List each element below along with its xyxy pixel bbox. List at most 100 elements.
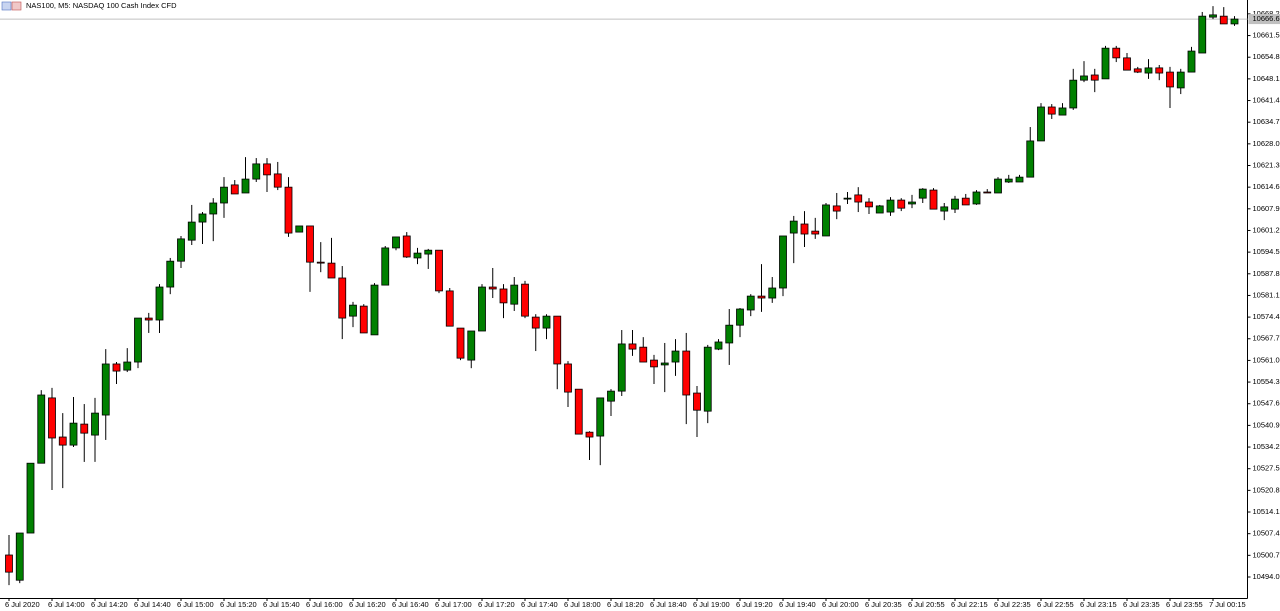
y-tick-label: 10661.5: [1253, 31, 1280, 40]
x-tick-label: 6 Jul 15:40: [263, 600, 300, 609]
candle-body: [155, 286, 164, 321]
candle-body: [230, 184, 239, 195]
candle-body: [392, 236, 400, 249]
last-price-label: 10666.6: [1253, 14, 1280, 23]
y-tick-label: 10554.3: [1253, 377, 1280, 386]
candle-body: [316, 261, 325, 264]
candle-body: [402, 235, 411, 258]
candle-body: [26, 462, 35, 534]
candle-body: [1187, 50, 1196, 73]
x-tick-label: 7 Jul 00:15: [1209, 600, 1246, 609]
candle-body: [359, 305, 368, 334]
candle-body: [983, 191, 992, 194]
candle-body: [467, 330, 476, 361]
candle-body: [1015, 176, 1024, 183]
candle-body: [714, 341, 723, 350]
candle-body: [843, 197, 852, 200]
candle-body: [1176, 71, 1185, 89]
y-tick-label: 10628.0: [1253, 139, 1280, 148]
candle-body: [413, 252, 422, 259]
y-tick-label: 10587.8: [1253, 269, 1280, 278]
x-tick-label: 6 Jul 22:35: [994, 600, 1031, 609]
x-tick-label: 6 Jul 16:00: [306, 600, 343, 609]
candle-body: [349, 304, 357, 317]
candle-body: [284, 186, 293, 234]
y-tick-label: 10601.2: [1253, 225, 1280, 234]
candle-body: [499, 288, 508, 304]
candle-body: [596, 397, 605, 437]
candle-body: [542, 315, 551, 329]
candle-body: [1058, 107, 1067, 116]
candle-body: [811, 230, 820, 235]
x-tick-label: 6 Jul 16:40: [392, 600, 429, 609]
y-tick-label: 10654.8: [1253, 52, 1280, 61]
x-tick-label: 6 Jul 14:20: [91, 600, 128, 609]
x-tick-label: 6 Jul 23:35: [1123, 600, 1160, 609]
y-tick-label: 10574.4: [1253, 312, 1280, 321]
candle-body: [531, 316, 540, 329]
candle-body: [1026, 140, 1035, 178]
candle-body: [1198, 15, 1207, 54]
x-tick-label: 6 Jul 2020: [5, 600, 40, 609]
x-tick-label: 6 Jul 22:55: [1037, 600, 1074, 609]
candle-body: [789, 220, 798, 234]
x-tick-label: 6 Jul 17:00: [435, 600, 472, 609]
candle-body: [1080, 75, 1088, 81]
candle-body: [994, 178, 1002, 194]
candle-body: [1112, 47, 1121, 59]
candle-body: [37, 394, 46, 464]
candle-body: [1166, 71, 1174, 88]
y-tick-label: 10614.6: [1253, 182, 1280, 191]
candle-body: [134, 317, 142, 363]
candle-body: [693, 392, 701, 411]
y-tick-label: 10494.0: [1253, 572, 1280, 581]
y-tick-label: 10534.2: [1253, 442, 1280, 451]
candle-body: [166, 260, 175, 288]
candle-body: [865, 201, 873, 208]
candle-body: [177, 238, 185, 262]
y-tick-label: 10641.4: [1253, 96, 1280, 105]
x-tick-label: 6 Jul 14:40: [134, 600, 171, 609]
y-tick-label: 10621.3: [1253, 160, 1280, 169]
x-tick-label: 6 Jul 19:40: [779, 600, 816, 609]
candle-body: [1123, 57, 1131, 71]
x-tick-label: 6 Jul 15:00: [177, 600, 214, 609]
candle-body: [1209, 14, 1217, 18]
x-tick-label: 6 Jul 20:00: [822, 600, 859, 609]
candle-body: [940, 206, 949, 212]
candle-body: [445, 290, 454, 327]
candle-body: [1101, 47, 1110, 80]
x-tick-label: 6 Jul 19:20: [736, 600, 773, 609]
candle-body: [1155, 67, 1164, 74]
candle-body: [123, 361, 132, 371]
candle-body: [101, 363, 110, 416]
y-tick-label: 10668.2: [1253, 9, 1280, 18]
candle-body: [521, 283, 529, 317]
candle-body: [746, 295, 755, 311]
chart-title: NAS100, M5: NASDAQ 100 Cash Index CFD: [26, 1, 177, 10]
x-tick-label: 6 Jul 20:35: [865, 600, 902, 609]
candle-body: [1090, 74, 1099, 81]
candle-body: [617, 343, 626, 392]
x-tick-label: 6 Jul 23:15: [1080, 600, 1117, 609]
symbol-icon: [1, 1, 22, 11]
candle-body: [424, 249, 433, 255]
y-tick-label: 10561.0: [1253, 355, 1280, 364]
candle-body: [639, 346, 648, 363]
candle-body: [779, 235, 787, 289]
x-tick-label: 6 Jul 18:20: [607, 600, 644, 609]
candle-body: [91, 412, 99, 436]
candle-body: [80, 423, 89, 434]
x-tick-label: 6 Jul 14:00: [48, 600, 85, 609]
y-tick-label: 10581.1: [1253, 290, 1280, 299]
candle-body: [918, 188, 927, 199]
x-tick-label: 6 Jul 18:40: [650, 600, 687, 609]
candle-body: [671, 350, 680, 363]
x-tick-label: 6 Jul 16:20: [349, 600, 386, 609]
candle-body: [725, 324, 734, 344]
candle-body: [263, 163, 271, 176]
candle-body: [1230, 18, 1239, 25]
candle-body: [58, 436, 67, 446]
candle-body: [456, 327, 465, 359]
